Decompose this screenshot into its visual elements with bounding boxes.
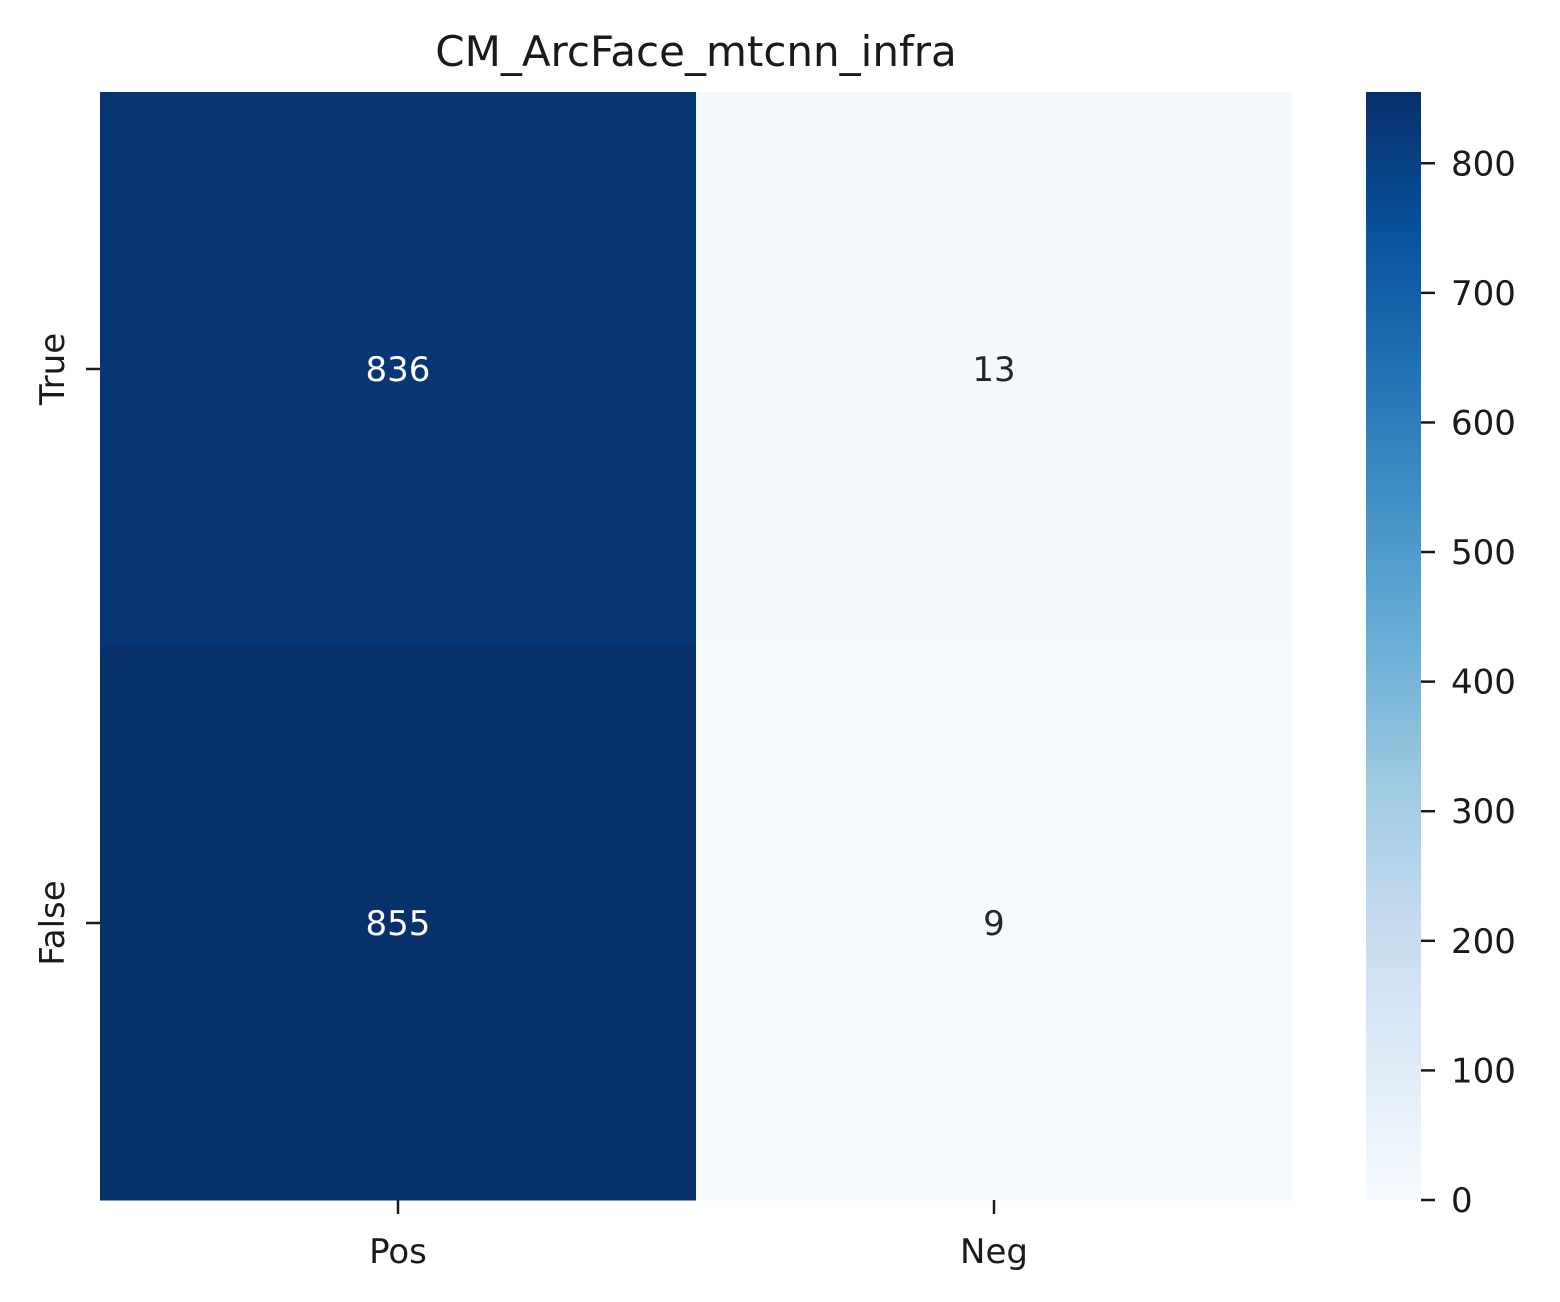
heatmap-cell-false-pos: [100, 646, 697, 1201]
cell-value-label: 855: [366, 904, 431, 944]
heatmap-cells: [100, 92, 1293, 1201]
cell-value-label: 836: [366, 350, 431, 390]
colorbar-tick-label: 700: [1451, 274, 1516, 314]
y-tick-label-false: False: [33, 880, 73, 965]
x-tick-label-neg: Neg: [960, 1232, 1028, 1272]
colorbar-tick-label: 600: [1451, 403, 1516, 443]
heatmap-cell-true-pos: [100, 92, 697, 647]
x-tick-label-pos: Pos: [369, 1232, 427, 1272]
x-axis: Pos Neg: [369, 1200, 1028, 1272]
colorbar-tick-label: 100: [1451, 1051, 1516, 1091]
cell-value-label: 9: [983, 904, 1005, 944]
colorbar-tick-label: 300: [1451, 792, 1516, 832]
heatmap-cell-true-neg: [696, 92, 1293, 647]
colorbar-tick-label: 500: [1451, 533, 1516, 573]
chart-title: CM_ArcFace_mtcnn_infra: [435, 27, 957, 76]
cell-value-label: 13: [972, 350, 1015, 390]
y-axis: True False: [33, 333, 100, 966]
y-tick-label-true: True: [33, 333, 73, 406]
colorbar: 0 100 200 300 400 500 600 700 800: [1366, 92, 1516, 1221]
colorbar-tick-label: 200: [1451, 922, 1516, 962]
heatmap-annotations: 836 13 855 9: [366, 350, 1016, 944]
heatmap-cell-false-neg: [696, 646, 1293, 1201]
colorbar-gradient: [1366, 92, 1421, 1200]
colorbar-tick-label: 800: [1451, 144, 1516, 184]
colorbar-tick-label: 0: [1451, 1181, 1473, 1221]
colorbar-ticks: 0 100 200 300 400 500 600 700 800: [1421, 144, 1516, 1221]
colorbar-tick-label: 400: [1451, 663, 1516, 703]
